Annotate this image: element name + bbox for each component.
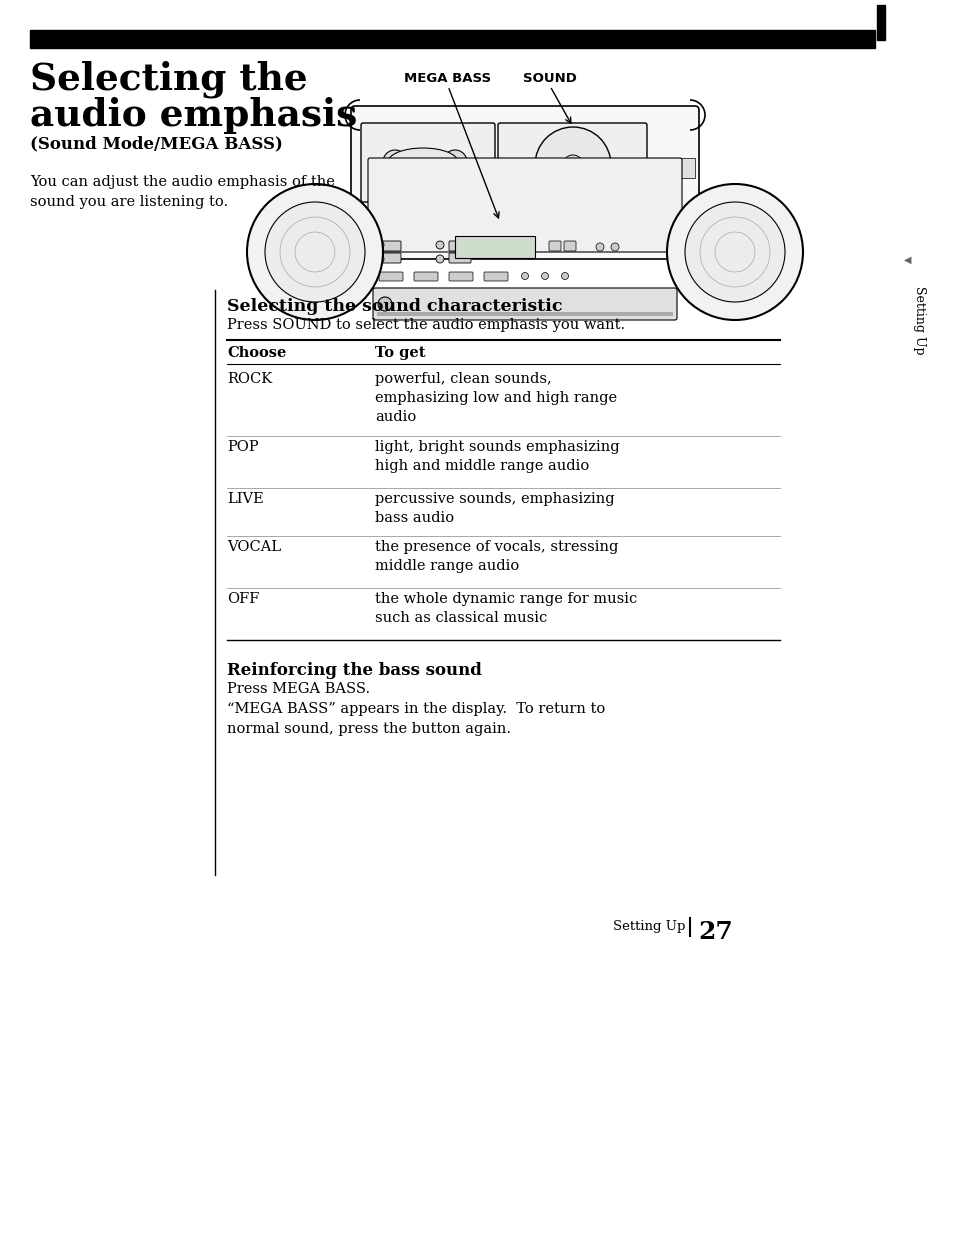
- Text: Setting Up: Setting Up: [612, 920, 684, 933]
- Circle shape: [684, 202, 784, 302]
- FancyBboxPatch shape: [477, 208, 498, 224]
- FancyBboxPatch shape: [548, 240, 560, 252]
- FancyBboxPatch shape: [497, 123, 646, 207]
- Text: OFF: OFF: [227, 592, 259, 605]
- Bar: [376, 312, 672, 316]
- FancyBboxPatch shape: [351, 106, 699, 259]
- Text: Setting Up: Setting Up: [913, 286, 925, 354]
- Text: the presence of vocals, stressing
middle range audio: the presence of vocals, stressing middle…: [375, 540, 618, 573]
- Text: LIVE: LIVE: [227, 492, 263, 506]
- Circle shape: [521, 272, 528, 280]
- Circle shape: [375, 255, 384, 263]
- Bar: [455, 236, 535, 258]
- Bar: [649, 158, 695, 178]
- Text: To get: To get: [375, 346, 425, 360]
- Text: You can adjust the audio emphasis of the
sound you are listening to.: You can adjust the audio emphasis of the…: [30, 175, 335, 210]
- FancyBboxPatch shape: [373, 289, 677, 321]
- FancyBboxPatch shape: [434, 208, 455, 224]
- Text: light, bright sounds emphasizing
high and middle range audio: light, bright sounds emphasizing high an…: [375, 440, 619, 473]
- FancyBboxPatch shape: [449, 272, 473, 281]
- Text: VOCAL: VOCAL: [227, 540, 281, 554]
- Circle shape: [535, 127, 610, 203]
- FancyBboxPatch shape: [483, 272, 507, 281]
- Bar: [359, 219, 689, 228]
- Circle shape: [664, 174, 668, 178]
- Circle shape: [382, 150, 407, 174]
- Text: (Sound Mode/MEGA BASS): (Sound Mode/MEGA BASS): [30, 134, 283, 152]
- FancyBboxPatch shape: [368, 158, 681, 252]
- FancyBboxPatch shape: [449, 253, 471, 263]
- Circle shape: [375, 240, 384, 249]
- Circle shape: [562, 155, 582, 175]
- Circle shape: [652, 166, 657, 170]
- Circle shape: [436, 240, 443, 249]
- Circle shape: [499, 219, 510, 229]
- FancyBboxPatch shape: [378, 272, 402, 281]
- Text: ◀: ◀: [903, 255, 911, 265]
- Text: the whole dynamic range for music
such as classical music: the whole dynamic range for music such a…: [375, 592, 637, 625]
- Circle shape: [561, 272, 568, 280]
- Circle shape: [610, 243, 618, 252]
- FancyBboxPatch shape: [412, 208, 433, 224]
- Circle shape: [436, 255, 443, 263]
- Text: MEGA BASS: MEGA BASS: [404, 72, 491, 85]
- FancyBboxPatch shape: [390, 208, 411, 224]
- Circle shape: [664, 166, 668, 170]
- Text: audio emphasis: audio emphasis: [30, 97, 356, 134]
- Text: powerful, clean sounds,
emphasizing low and high range
audio: powerful, clean sounds, emphasizing low …: [375, 372, 617, 424]
- Polygon shape: [30, 30, 874, 48]
- Ellipse shape: [388, 148, 457, 176]
- FancyBboxPatch shape: [368, 208, 389, 224]
- Text: Selecting the sound characteristic: Selecting the sound characteristic: [227, 298, 562, 314]
- Circle shape: [619, 219, 629, 229]
- Circle shape: [589, 219, 599, 229]
- Circle shape: [677, 166, 680, 170]
- Text: Choose: Choose: [227, 346, 286, 360]
- FancyBboxPatch shape: [414, 272, 437, 281]
- Circle shape: [652, 174, 657, 178]
- Text: Selecting the: Selecting the: [30, 60, 307, 97]
- Text: “MEGA BASS” appears in the display.  To return to
normal sound, press the button: “MEGA BASS” appears in the display. To r…: [227, 702, 604, 736]
- Circle shape: [265, 202, 365, 302]
- Circle shape: [419, 219, 430, 229]
- Text: ROCK: ROCK: [227, 372, 272, 386]
- Circle shape: [596, 243, 603, 252]
- Text: Reinforcing the bass sound: Reinforcing the bass sound: [227, 662, 481, 679]
- Circle shape: [442, 150, 467, 174]
- Text: Press MEGA BASS.: Press MEGA BASS.: [227, 682, 370, 695]
- Text: 27: 27: [698, 920, 732, 944]
- Circle shape: [666, 184, 802, 321]
- Text: percussive sounds, emphasizing
bass audio: percussive sounds, emphasizing bass audi…: [375, 492, 614, 525]
- Circle shape: [459, 219, 470, 229]
- Circle shape: [247, 184, 382, 321]
- Text: POP: POP: [227, 440, 258, 454]
- FancyBboxPatch shape: [360, 123, 495, 202]
- FancyBboxPatch shape: [378, 253, 400, 263]
- FancyBboxPatch shape: [563, 240, 576, 252]
- Text: Press SOUND to select the audio emphasis you want.: Press SOUND to select the audio emphasis…: [227, 318, 624, 332]
- Polygon shape: [876, 5, 884, 39]
- Circle shape: [377, 297, 392, 311]
- Circle shape: [379, 219, 390, 229]
- FancyBboxPatch shape: [378, 240, 400, 252]
- Text: SOUND: SOUND: [522, 72, 577, 85]
- Circle shape: [677, 174, 680, 178]
- Circle shape: [541, 272, 548, 280]
- FancyBboxPatch shape: [449, 240, 471, 252]
- FancyBboxPatch shape: [456, 208, 476, 224]
